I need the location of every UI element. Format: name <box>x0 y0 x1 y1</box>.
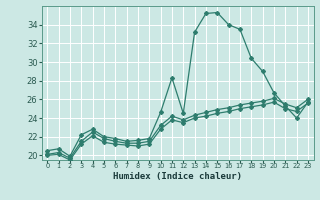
X-axis label: Humidex (Indice chaleur): Humidex (Indice chaleur) <box>113 172 242 181</box>
